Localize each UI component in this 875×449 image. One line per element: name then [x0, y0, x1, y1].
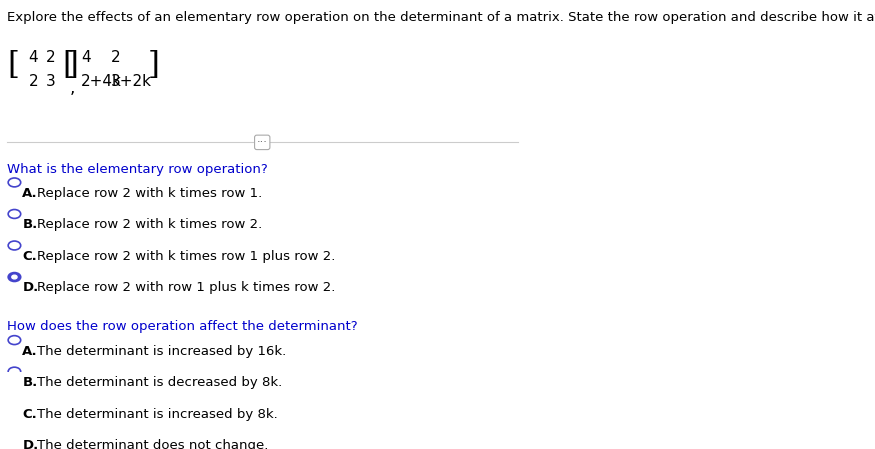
Text: ,: , [69, 79, 74, 97]
Text: C.: C. [22, 408, 37, 421]
Text: ···: ··· [256, 137, 268, 147]
Text: A.: A. [22, 187, 38, 200]
Text: D.: D. [22, 282, 38, 295]
Text: [: [ [8, 49, 19, 80]
Text: ]: ] [148, 49, 159, 80]
Text: What is the elementary row operation?: What is the elementary row operation? [7, 163, 268, 176]
Text: D.: D. [22, 439, 38, 449]
Circle shape [12, 275, 17, 279]
Text: B.: B. [22, 218, 38, 231]
Text: 4: 4 [81, 50, 91, 65]
Circle shape [8, 430, 21, 439]
Text: 2: 2 [111, 50, 121, 65]
Text: 3+2k: 3+2k [111, 74, 152, 89]
Circle shape [12, 433, 17, 436]
Text: Replace row 2 with k times row 1.: Replace row 2 with k times row 1. [37, 187, 262, 200]
Text: 3: 3 [46, 74, 55, 89]
Circle shape [8, 273, 21, 282]
Text: The determinant is increased by 8k.: The determinant is increased by 8k. [37, 408, 277, 421]
Text: How does the row operation affect the determinant?: How does the row operation affect the de… [7, 321, 357, 334]
Text: Replace row 2 with k times row 2.: Replace row 2 with k times row 2. [37, 218, 262, 231]
Text: C.: C. [22, 250, 37, 263]
Text: The determinant does not change.: The determinant does not change. [37, 439, 269, 449]
Text: 2+4k: 2+4k [81, 74, 123, 89]
Text: The determinant is increased by 16k.: The determinant is increased by 16k. [37, 344, 286, 357]
Text: The determinant is decreased by 8k.: The determinant is decreased by 8k. [37, 376, 282, 389]
Text: 2: 2 [29, 74, 38, 89]
Text: Replace row 2 with k times row 1 plus row 2.: Replace row 2 with k times row 1 plus ro… [37, 250, 335, 263]
Text: Replace row 2 with row 1 plus k times row 2.: Replace row 2 with row 1 plus k times ro… [37, 282, 335, 295]
Text: A.: A. [22, 344, 38, 357]
Text: ]: ] [66, 49, 79, 80]
Text: 2: 2 [46, 50, 55, 65]
Text: Explore the effects of an elementary row operation on the determinant of a matri: Explore the effects of an elementary row… [7, 11, 875, 24]
Text: [: [ [62, 49, 74, 80]
Text: 4: 4 [29, 50, 38, 65]
Text: B.: B. [22, 376, 38, 389]
